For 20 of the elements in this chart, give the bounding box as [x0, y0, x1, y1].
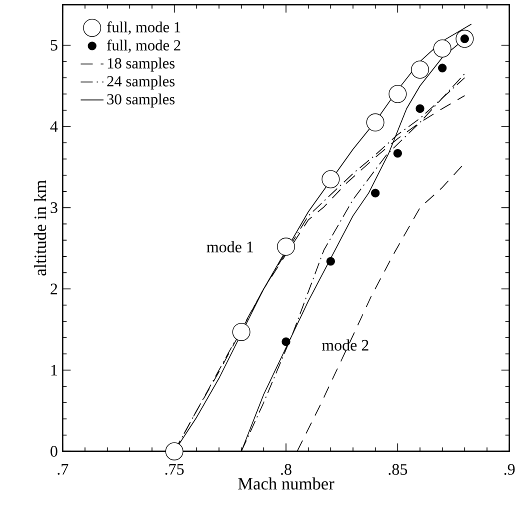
x-tick-label: .9: [504, 464, 515, 475]
x-tick-label: .8: [281, 464, 292, 475]
legend-label: full, mode 1: [107, 21, 180, 35]
y-axis-title: altitude in km: [34, 180, 46, 276]
y-tick-label: 2: [50, 284, 58, 294]
y-tick-label: 1: [51, 364, 58, 376]
x-tick-label: .75: [165, 464, 184, 475]
legend-label: 24 samples: [107, 76, 175, 90]
y-tick-label: 3: [50, 202, 58, 214]
x-tick-label: .7: [58, 464, 68, 475]
y-tick-label: 4: [50, 121, 58, 132]
x-tick-label: .85: [388, 464, 408, 475]
legend-label: 30 samples: [107, 94, 175, 108]
legend-label: 18 samples: [108, 58, 175, 72]
annotation: mode 2: [322, 339, 368, 351]
y-tick-label: 0: [50, 446, 58, 457]
x-axis-title: Mach number: [238, 477, 334, 490]
legend-label: full, mode 2: [107, 40, 180, 53]
annotation: mode 1: [206, 241, 253, 252]
y-tick-label: 5: [50, 40, 58, 51]
